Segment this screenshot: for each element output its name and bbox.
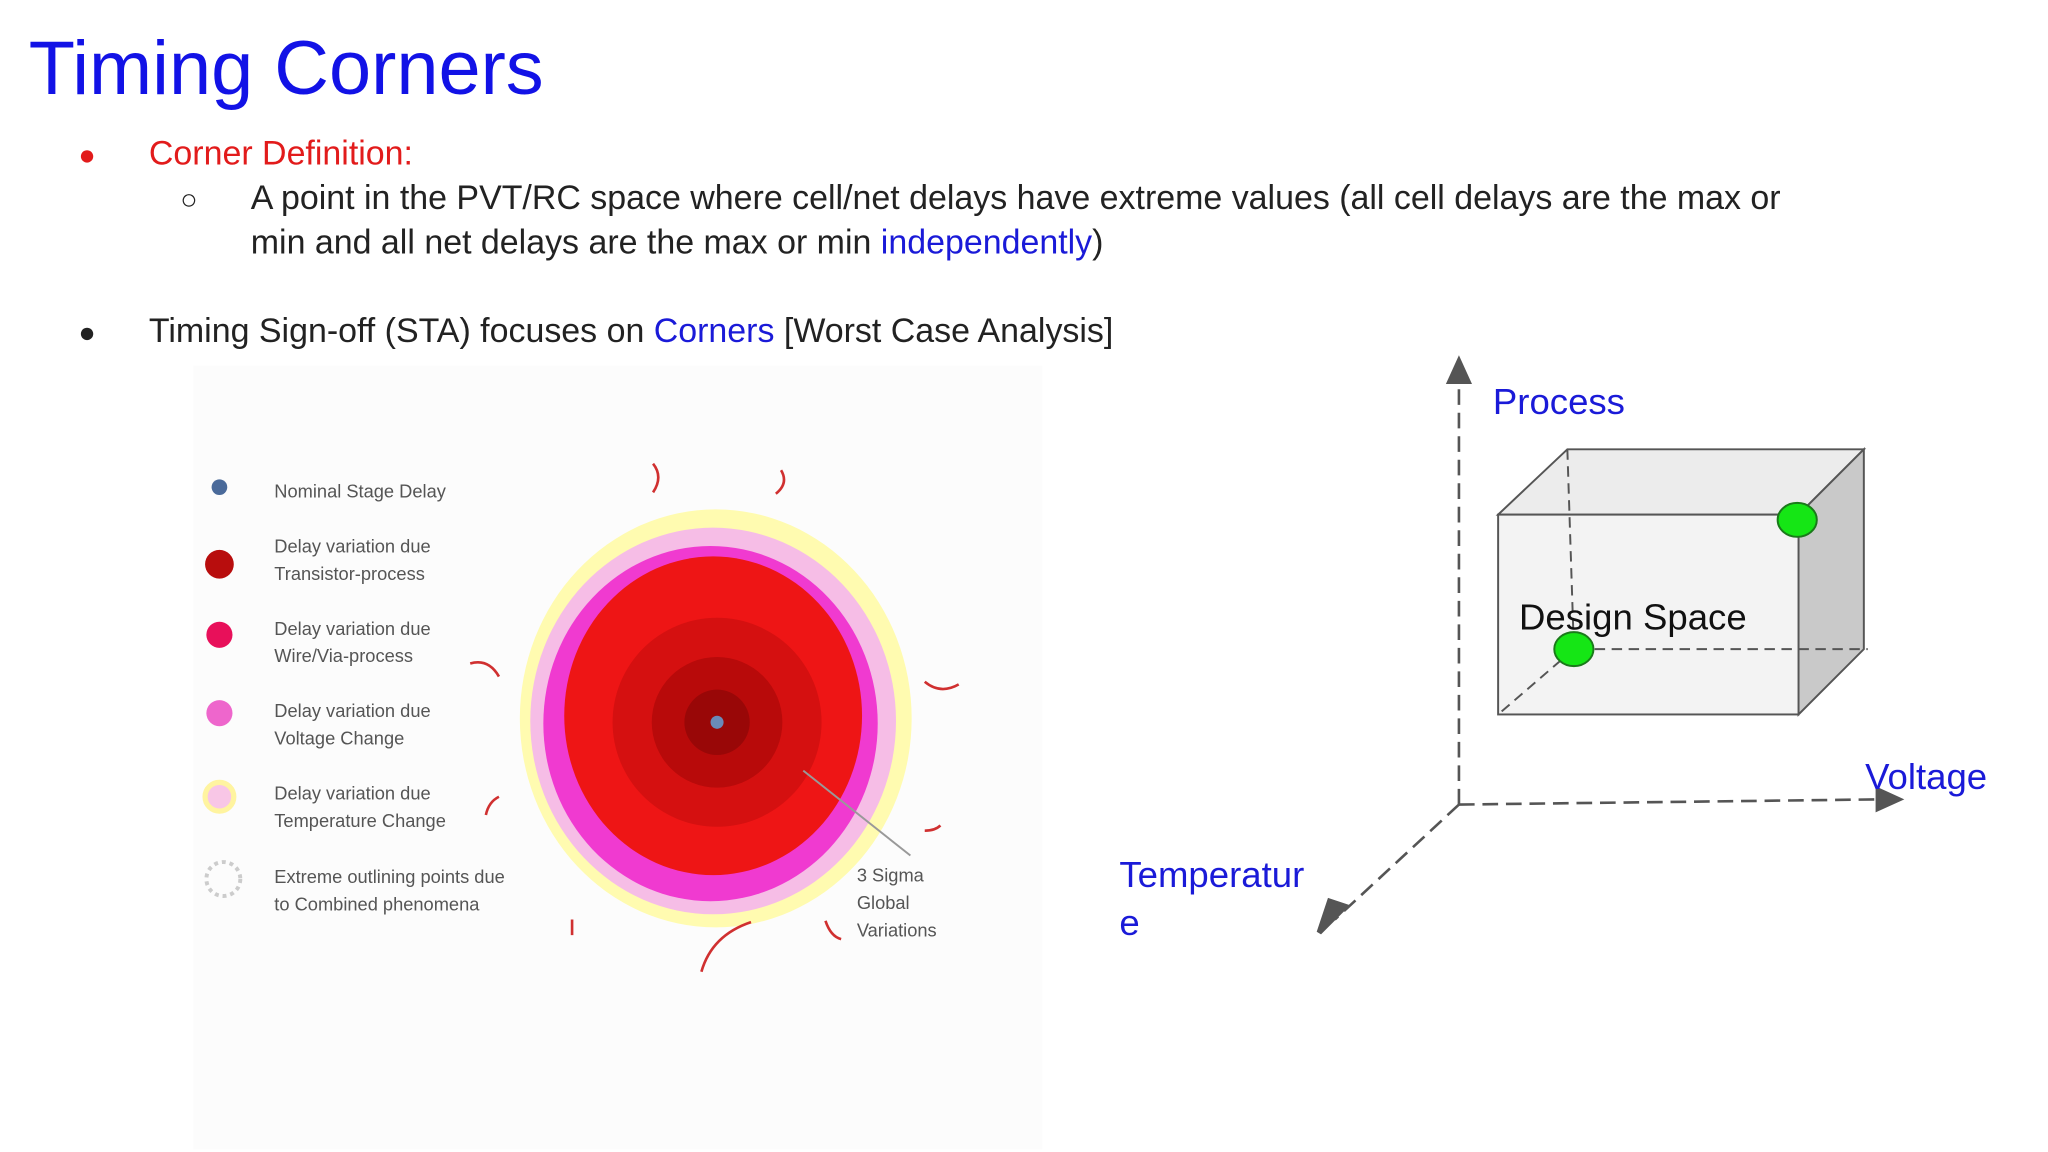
pvt-diagram xyxy=(1333,378,1881,921)
text: [Worst Case Analysis] xyxy=(774,312,1113,350)
legend-swatch xyxy=(205,549,234,579)
text: ) xyxy=(1092,223,1103,261)
text: min and all net delays are the max or mi… xyxy=(251,223,881,261)
corner-point xyxy=(1553,631,1595,668)
legend-text: Delay variation due xyxy=(274,700,430,721)
text: Timing Sign-off (STA) focuses on xyxy=(149,312,654,350)
sub-bullet: ○ xyxy=(180,184,197,216)
temperature-axis xyxy=(1333,803,1460,921)
annotation: Global xyxy=(857,892,910,913)
axis-label: Process xyxy=(1493,381,1625,422)
legend-swatch xyxy=(211,479,228,496)
arrowhead xyxy=(1445,355,1472,384)
bullet-text: Corner Definition: xyxy=(149,135,413,173)
title: Timing Corners xyxy=(29,26,544,111)
corner-point xyxy=(1776,501,1818,538)
annotation: Variations xyxy=(857,919,937,940)
bullet: ● xyxy=(78,317,95,349)
nominal-point xyxy=(710,715,724,729)
legend-text: Voltage Change xyxy=(274,727,404,748)
highlight: Corners xyxy=(654,312,775,350)
bullet: ● xyxy=(78,140,95,172)
legend-text: Delay variation due xyxy=(274,782,430,803)
legend-swatch xyxy=(202,779,237,814)
legend-text: Temperature Change xyxy=(274,810,446,831)
variation-figure: Nominal Stage Delay Delay variation due … xyxy=(193,365,1043,1150)
legend-text: Nominal Stage Delay xyxy=(274,481,446,502)
legend-swatch xyxy=(206,621,233,648)
axis-label: e xyxy=(1119,902,1139,943)
box-label: Design Space xyxy=(1519,597,1747,638)
legend-text: Delay variation due xyxy=(274,618,430,639)
legend-swatch xyxy=(204,860,243,898)
box-front xyxy=(1497,513,1800,716)
legend-swatch xyxy=(206,700,233,727)
pointer xyxy=(802,769,911,857)
bullet-text: Timing Sign-off (STA) focuses on Corners… xyxy=(149,312,1113,350)
highlight: independently xyxy=(881,223,1092,261)
annotation: 3 Sigma xyxy=(857,865,925,886)
axis-label: Voltage xyxy=(1865,756,1987,797)
axis-label: Temperatur xyxy=(1119,854,1304,895)
legend-text: Wire/Via-process xyxy=(274,645,413,666)
sub-bullet-text: min and all net delays are the max or mi… xyxy=(251,223,1104,261)
legend-text: Extreme outlining points due xyxy=(274,866,505,887)
arrowhead xyxy=(1875,786,1905,813)
legend-text: Transistor-process xyxy=(274,563,425,584)
sub-bullet-text: A point in the PVT/RC space where cell/n… xyxy=(251,179,1781,217)
arrowhead xyxy=(1316,897,1351,935)
legend-text: to Combined phenomena xyxy=(274,893,480,914)
design-box: Design Space xyxy=(1495,446,1868,717)
legend-text: Delay variation due xyxy=(274,535,430,556)
outlier-arc xyxy=(469,462,960,973)
